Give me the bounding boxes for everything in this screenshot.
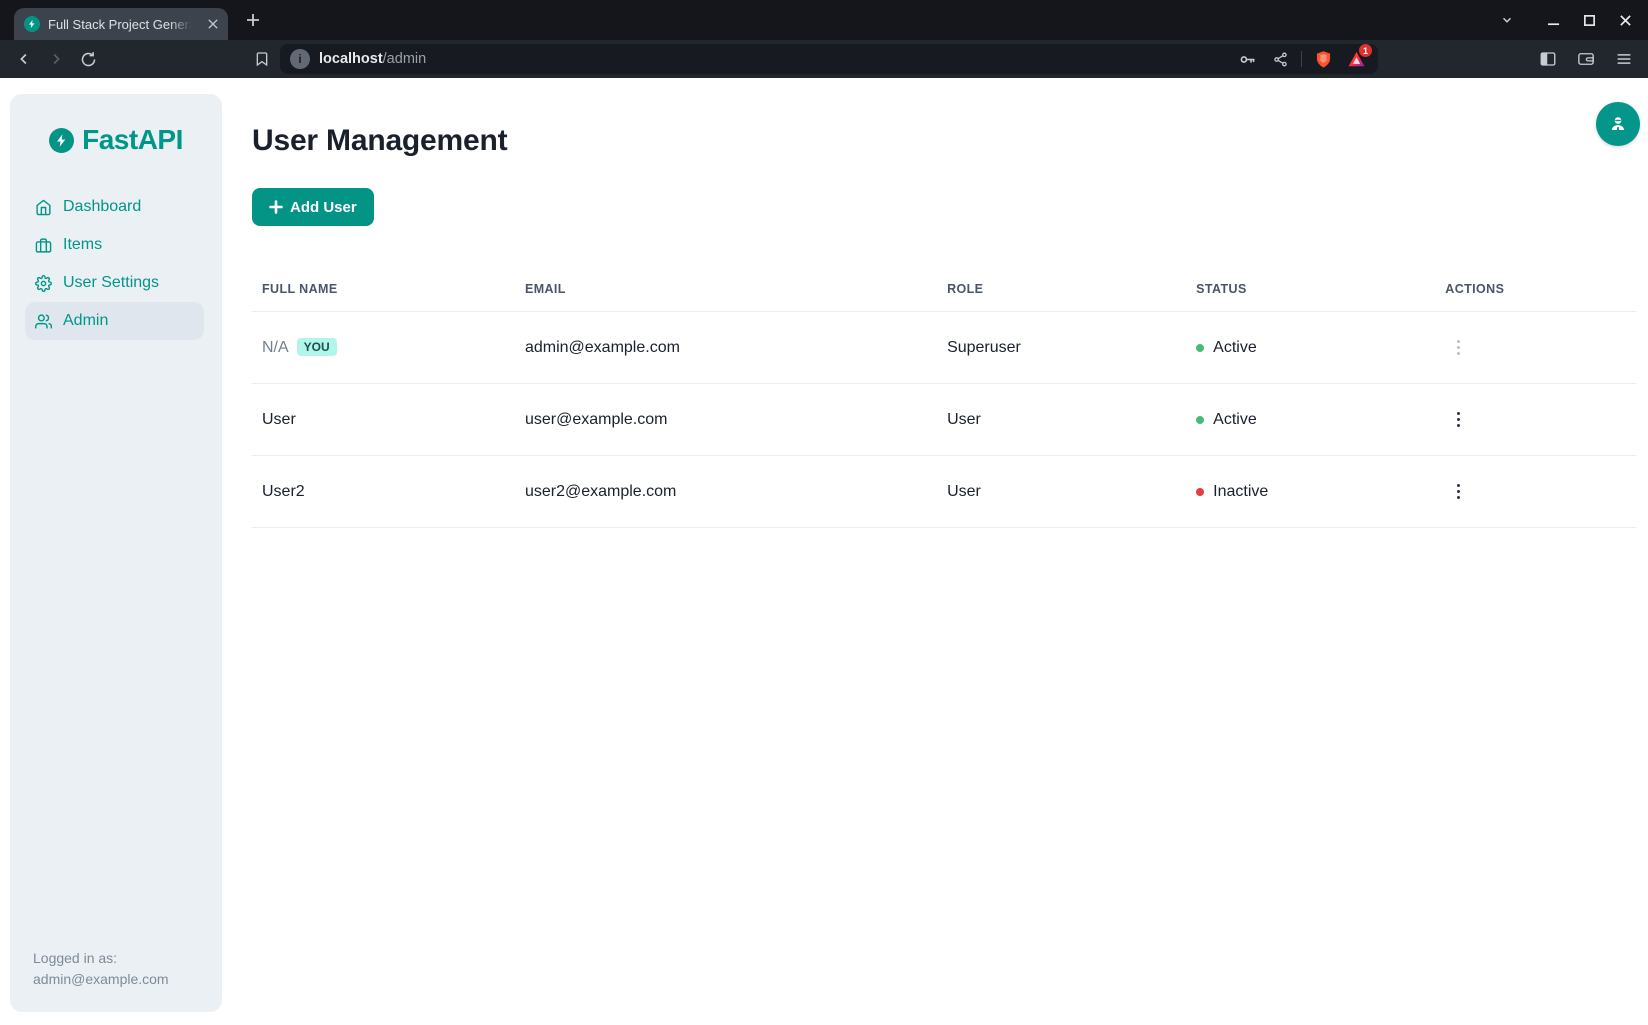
cell-role: User (937, 383, 1187, 456)
user-menu-button[interactable] (1596, 102, 1640, 146)
url-path: /admin (382, 51, 427, 67)
url-text[interactable]: localhost/admin (319, 51, 426, 67)
cell-role: Superuser (937, 311, 1187, 384)
col-header-full-name: FULL NAME (262, 282, 338, 296)
users-icon (35, 313, 52, 330)
close-window-button[interactable] (1610, 5, 1640, 35)
new-tab-button[interactable] (240, 7, 266, 33)
sidebar-nav: Dashboard Items User Settings Admin (10, 188, 222, 340)
sidebar-item-label: Admin (63, 312, 109, 329)
fastapi-logo: FastAPI (10, 124, 222, 156)
status-dot (1196, 415, 1205, 424)
logged-in-footer: Logged in as: admin@example.com (33, 948, 169, 990)
cell-status: Active (1213, 410, 1257, 428)
cell-full-name: User (252, 383, 515, 456)
briefcase-icon (35, 237, 52, 254)
cell-status: Active (1213, 338, 1257, 356)
wallet-icon[interactable] (1572, 45, 1600, 73)
col-header-actions: ACTIONS (1445, 282, 1505, 296)
tab-search-chevron-icon[interactable] (1492, 5, 1522, 35)
you-badge: YOU (296, 338, 337, 356)
table-header-row: FULL NAME EMAIL ROLE STATUS ACTIONS (252, 274, 1636, 312)
password-key-icon[interactable] (1235, 47, 1259, 71)
rewards-notification-badge: 1 (1359, 44, 1372, 57)
table-row: User user@example.com User Active (252, 383, 1636, 456)
gear-icon (35, 274, 52, 292)
url-host: localhost (319, 51, 383, 67)
cell-role: User (937, 455, 1187, 528)
maximize-button[interactable] (1574, 5, 1604, 35)
logged-in-label: Logged in as: (33, 950, 118, 966)
window-controls (1492, 0, 1640, 40)
add-user-button[interactable]: Add User (252, 188, 374, 226)
reload-icon[interactable] (74, 45, 102, 73)
tab-close-icon[interactable] (204, 15, 222, 33)
sidebar-panel-icon[interactable] (1534, 45, 1562, 73)
forward-icon[interactable] (42, 45, 70, 73)
brave-rewards-icon[interactable]: 1 (1344, 44, 1372, 71)
sidebar-item-user-settings[interactable]: User Settings (25, 264, 204, 302)
users-table: FULL NAME EMAIL ROLE STATUS ACTIONS N/A Y… (252, 274, 1636, 528)
fastapi-bolt-icon (49, 127, 75, 153)
col-header-status: STATUS (1196, 282, 1247, 296)
col-header-email: EMAIL (524, 282, 566, 296)
table-row: User2 user2@example.com User Inactive (252, 455, 1636, 528)
sidebar-item-label: User Settings (63, 274, 160, 291)
sidebar-item-label: Dashboard (63, 198, 142, 215)
main-content: User Management Add User FULL NAME EMAIL… (222, 78, 1648, 528)
col-header-role: ROLE (947, 282, 984, 296)
bookmark-icon[interactable] (248, 45, 276, 73)
page-title: User Management (252, 124, 508, 157)
logo-text: FastAPI (82, 124, 183, 155)
status-dot (1196, 487, 1205, 496)
row-actions-kebab-icon[interactable] (1445, 407, 1471, 433)
sidebar: FastAPI Dashboard Items User Settings (10, 94, 222, 1012)
urlbar-divider (1301, 51, 1302, 67)
site-info-icon[interactable]: i (290, 49, 310, 69)
share-icon[interactable] (1268, 47, 1292, 71)
app-viewport: FastAPI Dashboard Items User Settings (0, 78, 1648, 1025)
sidebar-item-label: Items (63, 236, 103, 253)
logged-in-email: admin@example.com (33, 971, 169, 987)
back-icon[interactable] (10, 45, 38, 73)
fastapi-favicon-icon (24, 16, 40, 32)
sidebar-item-admin[interactable]: Admin (25, 302, 204, 340)
browser-titlebar: Full Stack Project Genera (0, 0, 1648, 40)
browser-tab[interactable]: Full Stack Project Genera (14, 8, 228, 40)
add-user-label: Add User (290, 198, 357, 216)
cell-email: user2@example.com (514, 455, 938, 528)
address-bar[interactable]: i localhost/admin 1 (280, 44, 1378, 74)
sidebar-item-items[interactable]: Items (25, 226, 204, 264)
cell-email: admin@example.com (514, 311, 938, 384)
browser-toolbar: i localhost/admin 1 (0, 40, 1648, 78)
row-actions-kebab-icon[interactable] (1445, 479, 1471, 505)
cell-status: Inactive (1213, 482, 1269, 500)
tab-title: Full Stack Project Genera (48, 16, 196, 32)
table-row: N/A YOU admin@example.com Superuser Activ… (252, 311, 1636, 384)
menu-hamburger-icon[interactable] (1610, 45, 1638, 73)
cell-full-name: User2 (252, 455, 515, 528)
cell-email: user@example.com (514, 383, 938, 456)
brave-shields-icon[interactable] (1311, 47, 1335, 71)
home-icon (35, 199, 52, 216)
toolbar-right-group (1534, 45, 1638, 73)
plus-icon (269, 200, 283, 214)
minimize-button[interactable] (1538, 5, 1568, 35)
cell-full-name: N/A (262, 339, 289, 356)
user-avatar-icon (1607, 113, 1629, 135)
sidebar-item-dashboard[interactable]: Dashboard (25, 188, 204, 226)
row-actions-kebab-icon[interactable] (1445, 335, 1471, 361)
status-dot (1196, 343, 1205, 352)
